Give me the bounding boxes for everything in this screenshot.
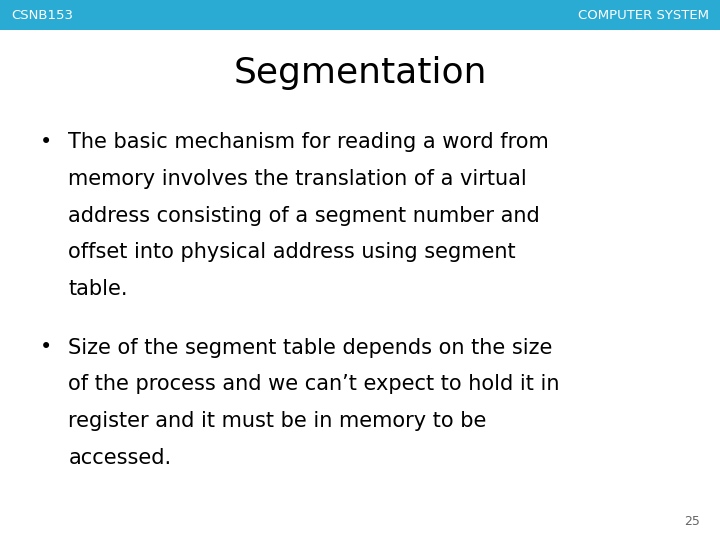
Text: Segmentation: Segmentation: [233, 56, 487, 90]
Text: •: •: [40, 132, 52, 152]
Text: accessed.: accessed.: [68, 448, 171, 468]
Text: CSNB153: CSNB153: [11, 9, 73, 22]
Text: register and it must be in memory to be: register and it must be in memory to be: [68, 411, 487, 431]
Text: COMPUTER SYSTEM: COMPUTER SYSTEM: [578, 9, 709, 22]
FancyBboxPatch shape: [0, 0, 720, 30]
Text: offset into physical address using segment: offset into physical address using segme…: [68, 242, 516, 262]
Text: •: •: [40, 338, 52, 357]
Text: table.: table.: [68, 279, 128, 299]
Text: memory involves the translation of a virtual: memory involves the translation of a vir…: [68, 169, 527, 189]
Text: Size of the segment table depends on the size: Size of the segment table depends on the…: [68, 338, 553, 357]
Text: address consisting of a segment number and: address consisting of a segment number a…: [68, 206, 540, 226]
Text: 25: 25: [684, 515, 700, 528]
Text: The basic mechanism for reading a word from: The basic mechanism for reading a word f…: [68, 132, 549, 152]
Text: of the process and we can’t expect to hold it in: of the process and we can’t expect to ho…: [68, 374, 560, 394]
